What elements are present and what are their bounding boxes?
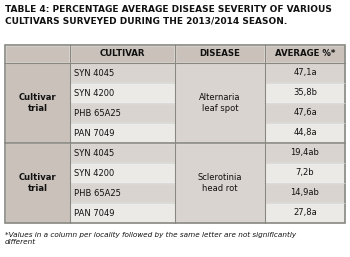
Text: DISEASE: DISEASE <box>199 50 240 59</box>
Text: CULTIVAR: CULTIVAR <box>100 50 145 59</box>
Text: 47,1a: 47,1a <box>293 69 317 78</box>
Bar <box>265 123 345 143</box>
Bar <box>70 83 175 103</box>
Bar <box>265 183 345 203</box>
Bar <box>175 45 265 63</box>
Text: CULTIVARS SURVEYED DURING THE 2013/2014 SEASON.: CULTIVARS SURVEYED DURING THE 2013/2014 … <box>5 16 287 25</box>
Bar <box>5 143 70 223</box>
Bar <box>265 203 345 223</box>
Text: Cultivar
trial: Cultivar trial <box>19 173 56 193</box>
Bar <box>175 143 265 223</box>
Text: 27,8a: 27,8a <box>293 208 317 217</box>
Bar <box>265 143 345 163</box>
Text: SYN 4200: SYN 4200 <box>74 88 114 97</box>
Bar <box>70 183 175 203</box>
Bar <box>265 83 345 103</box>
Bar <box>265 63 345 83</box>
Bar <box>5 45 70 63</box>
Text: 19,4ab: 19,4ab <box>290 149 320 158</box>
Bar <box>265 163 345 183</box>
Text: PHB 65A25: PHB 65A25 <box>74 108 121 117</box>
Text: SYN 4045: SYN 4045 <box>74 69 114 78</box>
Text: 7,2b: 7,2b <box>296 169 314 178</box>
Text: 14,9ab: 14,9ab <box>290 188 320 197</box>
Text: Sclerotinia
head rot: Sclerotinia head rot <box>198 173 242 193</box>
Text: *Values in a column per locality followed by the same letter are not significant: *Values in a column per locality followe… <box>5 232 296 245</box>
Text: SYN 4045: SYN 4045 <box>74 149 114 158</box>
Bar <box>70 123 175 143</box>
Bar <box>70 163 175 183</box>
Bar <box>5 45 345 223</box>
Bar <box>70 143 175 163</box>
Bar <box>70 45 175 63</box>
Text: TABLE 4: PERCENTAGE AVERAGE DISEASE SEVERITY OF VARIOUS: TABLE 4: PERCENTAGE AVERAGE DISEASE SEVE… <box>5 5 332 14</box>
Text: PHB 65A25: PHB 65A25 <box>74 188 121 197</box>
Bar <box>70 63 175 83</box>
Text: AVERAGE %*: AVERAGE %* <box>275 50 335 59</box>
Text: PAN 7049: PAN 7049 <box>74 128 114 137</box>
Bar <box>70 103 175 123</box>
Bar <box>175 63 265 143</box>
Text: 35,8b: 35,8b <box>293 88 317 97</box>
Bar <box>265 103 345 123</box>
Text: Cultivar
trial: Cultivar trial <box>19 93 56 113</box>
Text: 44,8a: 44,8a <box>293 128 317 137</box>
Bar <box>70 203 175 223</box>
Text: Alternaria
leaf spot: Alternaria leaf spot <box>199 93 241 113</box>
Bar <box>5 63 70 143</box>
Bar <box>265 45 345 63</box>
Text: PAN 7049: PAN 7049 <box>74 208 114 217</box>
Text: SYN 4200: SYN 4200 <box>74 169 114 178</box>
Text: 47,6a: 47,6a <box>293 108 317 117</box>
